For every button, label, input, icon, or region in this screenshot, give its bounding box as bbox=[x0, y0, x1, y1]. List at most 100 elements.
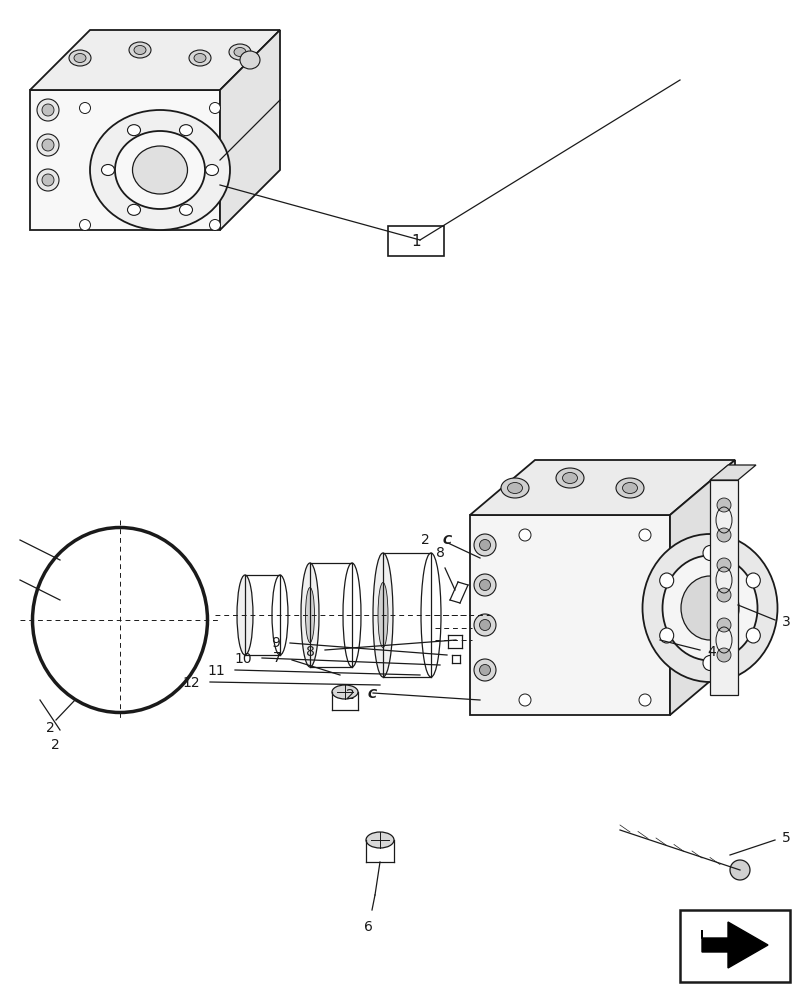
Ellipse shape bbox=[622, 483, 637, 493]
Polygon shape bbox=[709, 480, 737, 695]
Polygon shape bbox=[709, 465, 755, 480]
Ellipse shape bbox=[366, 832, 393, 848]
Ellipse shape bbox=[518, 694, 530, 706]
Ellipse shape bbox=[479, 580, 490, 590]
Ellipse shape bbox=[479, 619, 490, 631]
Text: 11: 11 bbox=[207, 664, 225, 678]
Ellipse shape bbox=[209, 220, 221, 231]
Text: 12: 12 bbox=[182, 676, 200, 690]
Ellipse shape bbox=[556, 468, 583, 488]
Ellipse shape bbox=[37, 134, 59, 156]
Ellipse shape bbox=[74, 54, 86, 63]
Ellipse shape bbox=[205, 164, 218, 176]
Ellipse shape bbox=[680, 576, 738, 640]
Polygon shape bbox=[669, 460, 734, 715]
Ellipse shape bbox=[716, 588, 730, 602]
Text: 2: 2 bbox=[421, 533, 430, 547]
Ellipse shape bbox=[179, 125, 192, 136]
Ellipse shape bbox=[702, 656, 716, 670]
Ellipse shape bbox=[79, 220, 90, 231]
Ellipse shape bbox=[127, 125, 140, 136]
Ellipse shape bbox=[132, 146, 187, 194]
Ellipse shape bbox=[716, 618, 730, 632]
Ellipse shape bbox=[209, 103, 221, 114]
Ellipse shape bbox=[716, 498, 730, 512]
Ellipse shape bbox=[562, 473, 577, 484]
Ellipse shape bbox=[342, 563, 361, 667]
Ellipse shape bbox=[69, 50, 91, 66]
Ellipse shape bbox=[745, 573, 759, 588]
Text: C: C bbox=[443, 534, 452, 546]
Ellipse shape bbox=[479, 664, 490, 676]
Ellipse shape bbox=[616, 478, 643, 498]
Text: 2: 2 bbox=[50, 738, 59, 752]
Ellipse shape bbox=[642, 534, 777, 682]
Ellipse shape bbox=[474, 574, 496, 596]
Ellipse shape bbox=[474, 534, 496, 556]
Ellipse shape bbox=[474, 659, 496, 681]
Text: 2: 2 bbox=[345, 688, 354, 702]
Text: 8: 8 bbox=[435, 546, 444, 560]
Ellipse shape bbox=[37, 99, 59, 121]
Text: 8: 8 bbox=[306, 645, 315, 659]
Ellipse shape bbox=[37, 169, 59, 191]
Text: 4: 4 bbox=[706, 645, 714, 659]
Ellipse shape bbox=[716, 648, 730, 662]
Ellipse shape bbox=[659, 573, 673, 588]
Ellipse shape bbox=[129, 42, 151, 58]
Text: 1: 1 bbox=[410, 233, 420, 248]
Polygon shape bbox=[30, 90, 220, 230]
Ellipse shape bbox=[479, 540, 490, 550]
Ellipse shape bbox=[115, 131, 204, 209]
Ellipse shape bbox=[518, 529, 530, 541]
Ellipse shape bbox=[194, 54, 206, 63]
Ellipse shape bbox=[229, 44, 251, 60]
Ellipse shape bbox=[474, 614, 496, 636]
Text: 9: 9 bbox=[271, 636, 280, 650]
Polygon shape bbox=[470, 515, 669, 715]
Ellipse shape bbox=[702, 546, 716, 560]
Ellipse shape bbox=[507, 483, 521, 493]
Ellipse shape bbox=[662, 556, 757, 660]
Ellipse shape bbox=[189, 50, 211, 66]
Ellipse shape bbox=[240, 51, 260, 69]
Ellipse shape bbox=[79, 103, 90, 114]
Text: 3: 3 bbox=[781, 615, 790, 629]
Ellipse shape bbox=[729, 860, 749, 880]
Ellipse shape bbox=[372, 553, 393, 677]
Text: 2: 2 bbox=[45, 721, 54, 735]
Text: C: C bbox=[367, 688, 376, 702]
FancyBboxPatch shape bbox=[388, 226, 444, 256]
Ellipse shape bbox=[42, 174, 54, 186]
Text: 7: 7 bbox=[273, 651, 281, 665]
Text: 6: 6 bbox=[363, 920, 372, 934]
Ellipse shape bbox=[420, 553, 440, 677]
Ellipse shape bbox=[659, 628, 673, 643]
Text: 10: 10 bbox=[234, 652, 251, 666]
Polygon shape bbox=[702, 922, 767, 968]
Ellipse shape bbox=[500, 478, 528, 498]
Ellipse shape bbox=[638, 529, 650, 541]
Ellipse shape bbox=[638, 694, 650, 706]
Ellipse shape bbox=[745, 628, 759, 643]
Ellipse shape bbox=[42, 139, 54, 151]
Polygon shape bbox=[220, 30, 280, 230]
Ellipse shape bbox=[301, 563, 319, 667]
Ellipse shape bbox=[378, 582, 388, 648]
Ellipse shape bbox=[179, 204, 192, 215]
Ellipse shape bbox=[90, 110, 230, 230]
Text: 5: 5 bbox=[781, 831, 790, 845]
Ellipse shape bbox=[305, 587, 314, 643]
Polygon shape bbox=[470, 460, 734, 515]
Ellipse shape bbox=[716, 558, 730, 572]
Ellipse shape bbox=[332, 685, 358, 699]
Polygon shape bbox=[30, 30, 280, 90]
Ellipse shape bbox=[237, 575, 253, 655]
Ellipse shape bbox=[134, 46, 146, 55]
Ellipse shape bbox=[716, 528, 730, 542]
Ellipse shape bbox=[272, 575, 288, 655]
Ellipse shape bbox=[234, 48, 246, 57]
Ellipse shape bbox=[127, 204, 140, 215]
FancyBboxPatch shape bbox=[679, 910, 789, 982]
Ellipse shape bbox=[42, 104, 54, 116]
